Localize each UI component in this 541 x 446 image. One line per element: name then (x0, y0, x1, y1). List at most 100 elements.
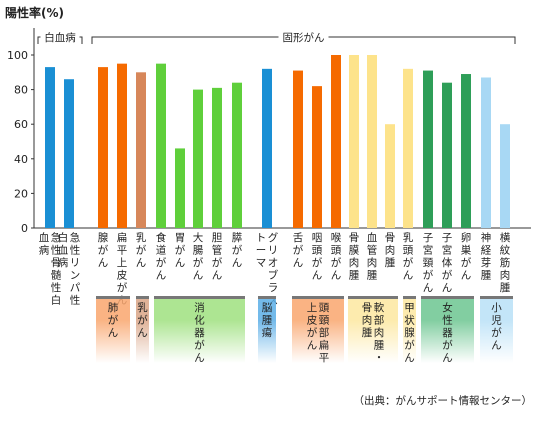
bar (481, 77, 491, 229)
group-bracket-label: 固形がん (283, 31, 325, 44)
category-label-char: 骨 (51, 257, 62, 269)
bar (461, 74, 471, 228)
category-label-char: 血 (39, 231, 50, 244)
category-label-char: 性 (70, 294, 81, 307)
category-label-char: 乳 (136, 231, 147, 244)
category-label-char: が (312, 256, 323, 269)
category-label-char: が (403, 256, 414, 269)
category-label-char: 喉 (331, 232, 342, 244)
category-label: 腺がん (98, 231, 109, 269)
category-label-char: 病 (39, 244, 50, 257)
group-label-char: ん (404, 352, 415, 364)
category-label-char: ん (423, 282, 434, 294)
category-label: トーマ (256, 232, 267, 269)
group-label-char: 器 (442, 327, 453, 339)
group-label-char: 腫 (262, 314, 273, 327)
bar (331, 55, 341, 228)
category-label-char: ん (403, 270, 414, 282)
category-label: 骨肉腫 (385, 232, 396, 269)
group-label-char: 脳 (262, 302, 273, 314)
category-label-char: 血 (367, 231, 378, 244)
group-label-char: 腫 (374, 339, 385, 352)
category-label: 膵がん (232, 232, 243, 269)
y-tick-label: 0 (21, 222, 28, 235)
category-label-char: 扁 (117, 231, 128, 244)
group-label-char: 腺 (404, 326, 415, 339)
group-label-char: 肉 (362, 314, 373, 327)
bar (156, 63, 166, 229)
group-label-char: 腫 (362, 326, 373, 339)
category-label-char: ん (312, 270, 323, 282)
group-rule (480, 296, 513, 299)
group-bracket-label-bg (278, 31, 329, 43)
y-tick-label: 20 (14, 187, 28, 200)
group-label-char: が (194, 339, 205, 352)
category-label-char: パ (70, 282, 81, 294)
group-label-char: 扁 (319, 339, 330, 352)
group-label-char: 肉 (374, 326, 385, 339)
category-label-char: 腫 (367, 269, 378, 282)
bar (45, 67, 55, 228)
category-label-char: ん (232, 257, 243, 269)
category-label-char: 頭 (331, 245, 342, 257)
category-label-char: 急 (51, 231, 62, 244)
category-label-char: ん (136, 257, 147, 269)
category-label-char: 性 (51, 244, 62, 257)
category-label-char: ん (98, 257, 109, 269)
category-label-char: 病 (58, 256, 69, 269)
category-label-char: 管 (212, 244, 223, 257)
category-label-char: 血 (58, 244, 69, 257)
category-label-char: が (331, 256, 342, 269)
group-label: 軟部肉腫・ 骨肉腫 (362, 301, 385, 364)
bar (98, 67, 108, 228)
category-label-char: 横 (500, 231, 511, 244)
category-label-char: 胆 (212, 232, 223, 244)
group-label-char: 器 (194, 327, 205, 339)
category-label-char: 舌 (293, 232, 304, 244)
category-label-char: 肉 (500, 269, 511, 282)
category-label-char: 肉 (385, 244, 396, 257)
category-label: 胃がん (175, 232, 186, 269)
group-label-char: 性 (442, 314, 453, 327)
category-label: 扁平上皮がん (117, 231, 128, 307)
group-rule (258, 296, 276, 299)
group-bracket-label-bg (40, 31, 80, 43)
group-label: 小児がん (491, 302, 502, 352)
category-label-char: 管 (367, 244, 378, 257)
category-label-char: 膵 (232, 232, 243, 244)
group-label-char: が (137, 314, 148, 327)
category-label: 喉頭がん (331, 232, 342, 282)
group-label-char: 頸 (319, 315, 330, 327)
category-label-char: 性 (70, 244, 81, 257)
category-label-char: マ (256, 257, 267, 269)
category-label-char: 上 (117, 257, 128, 269)
category-label-char: 大 (193, 231, 204, 244)
category-label: 舌がん (293, 232, 304, 269)
bar (262, 68, 272, 228)
category-label-char: 巣 (461, 244, 472, 257)
group-label-char: 部 (374, 314, 385, 327)
group-label-char: 女 (442, 301, 453, 314)
bar (293, 70, 303, 228)
group-label: 消化器がん (194, 301, 205, 364)
group-label-char: 消 (194, 301, 205, 314)
group-rule (292, 296, 344, 299)
category-label-char: 食 (156, 231, 167, 244)
group-box-fade (96, 320, 130, 363)
group-label-char: 児 (491, 315, 502, 327)
category-label-char: 頸 (423, 257, 434, 269)
group-box-fade (403, 320, 416, 363)
category-label-char: 腫 (349, 269, 360, 282)
group-box-fade (258, 320, 276, 363)
bar (175, 148, 185, 228)
category-label-char: が (136, 244, 147, 257)
category-label: 大腸がん (193, 231, 204, 282)
category-label-char: が (232, 244, 243, 257)
group-box-fade (136, 320, 149, 363)
y-tick-label: 80 (14, 84, 28, 97)
category-label: 横紋筋肉腫 (500, 231, 511, 294)
group-rule (136, 296, 149, 299)
category-label-char: 宮 (442, 244, 453, 257)
